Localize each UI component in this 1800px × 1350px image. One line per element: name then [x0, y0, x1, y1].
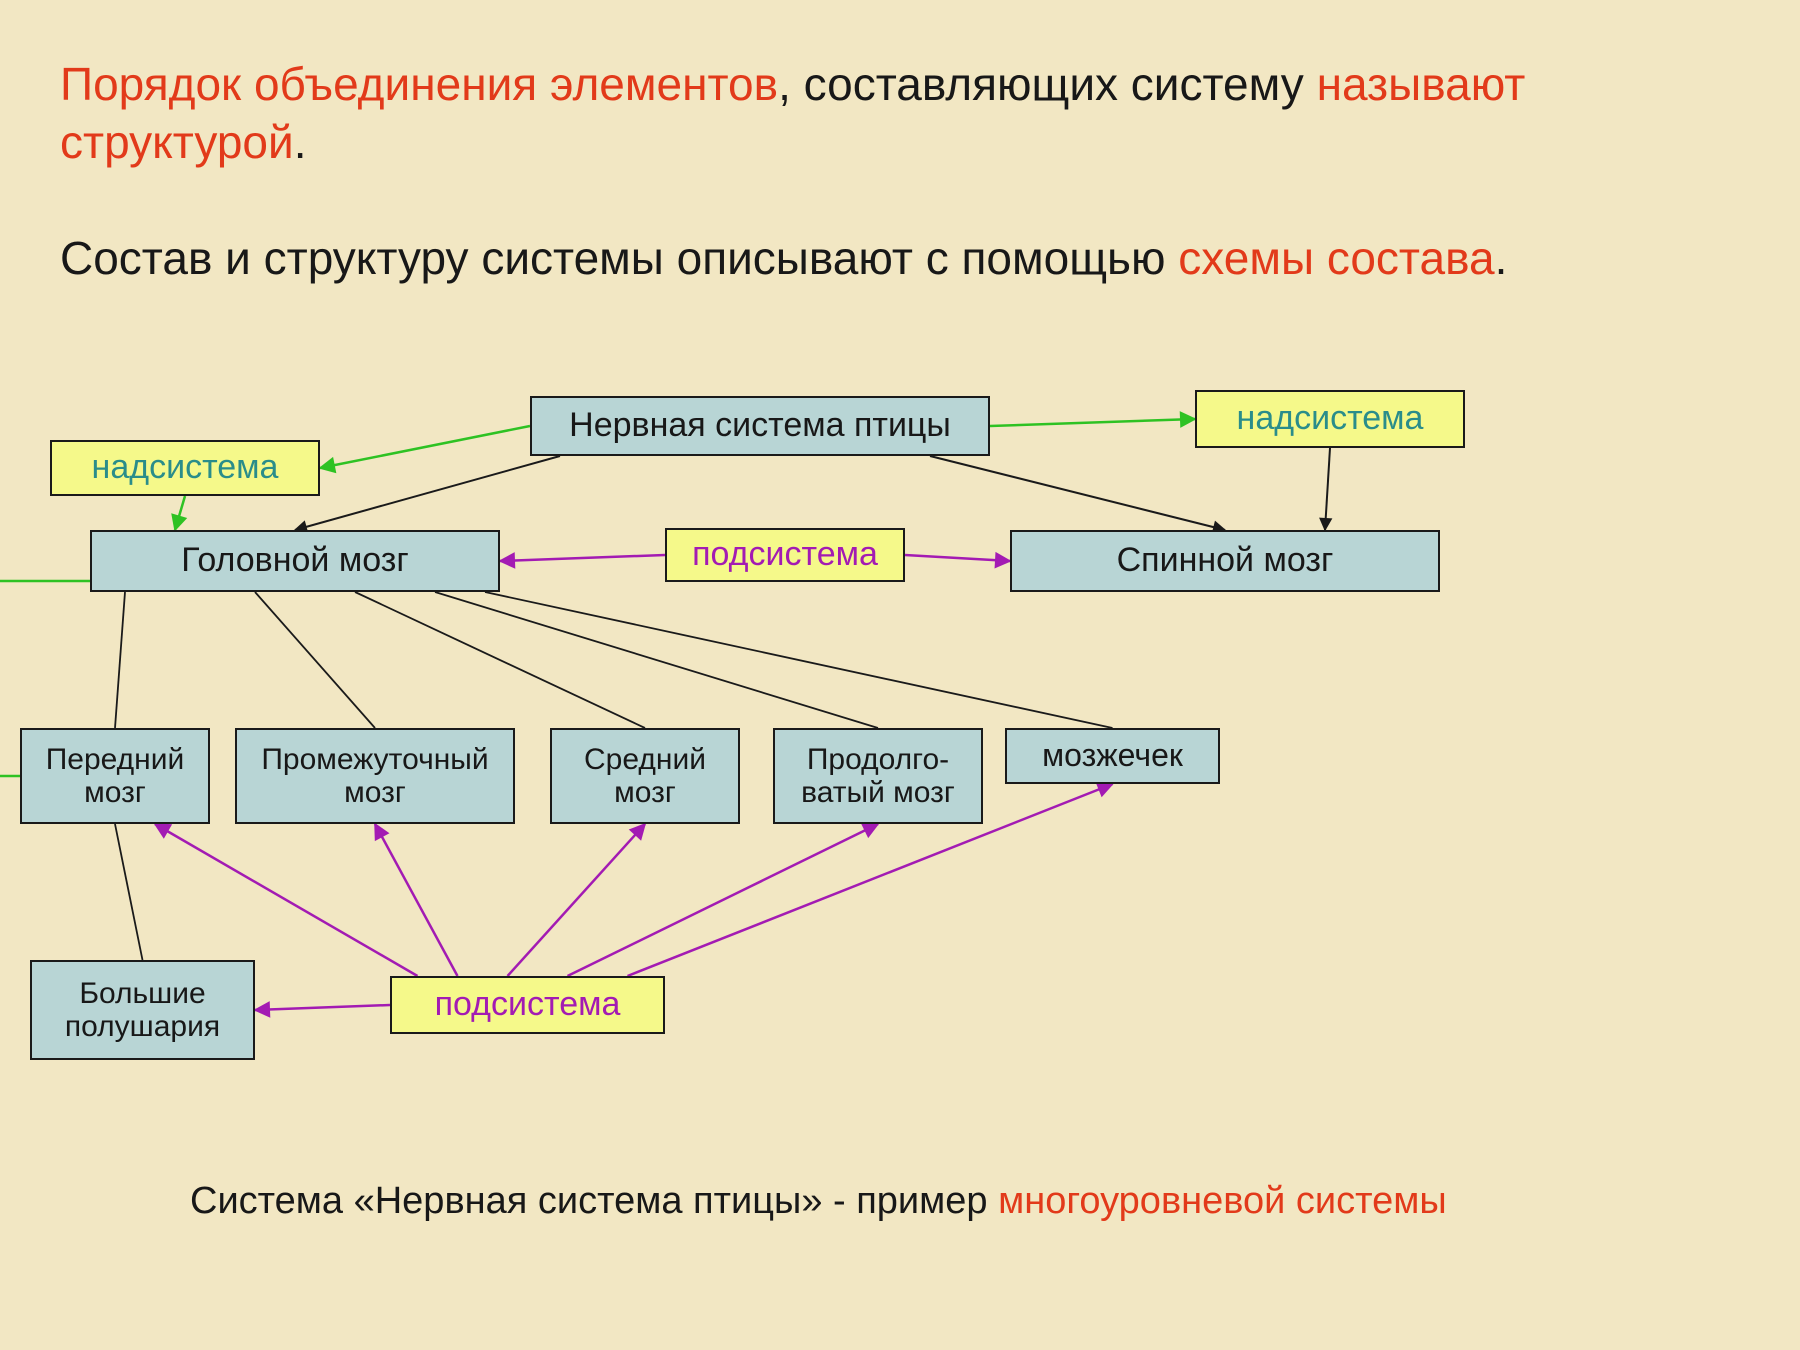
node-sup_r: надсистема: [1195, 390, 1465, 448]
node-medulla: Продолго- ватый мозг: [773, 728, 983, 824]
node-inter: Промежуточный мозг: [235, 728, 515, 824]
node-hemis: Большие полушария: [30, 960, 255, 1060]
node-spinal: Спинной мозг: [1010, 530, 1440, 592]
node-mid: Средний мозг: [550, 728, 740, 824]
edges-layer: [0, 0, 1800, 1350]
node-brain: Головной мозг: [90, 530, 500, 592]
node-sup_l: надсистема: [50, 440, 320, 496]
node-sub_mid: подсистема: [665, 528, 905, 582]
node-fore: Передний мозг: [20, 728, 210, 824]
slide: { "canvas": { "width": 1800, "height": 1…: [0, 0, 1800, 1350]
node-root: Нервная система птицы: [530, 396, 990, 456]
heading-2: Состав и структуру системы описывают с п…: [60, 230, 1740, 288]
heading-1: Порядок объединения элементов, составляю…: [60, 56, 1700, 171]
caption: Система «Нервная система птицы» - пример…: [190, 1180, 1447, 1223]
node-cereb: мозжечек: [1005, 728, 1220, 784]
node-sub_bot: подсистема: [390, 976, 665, 1034]
